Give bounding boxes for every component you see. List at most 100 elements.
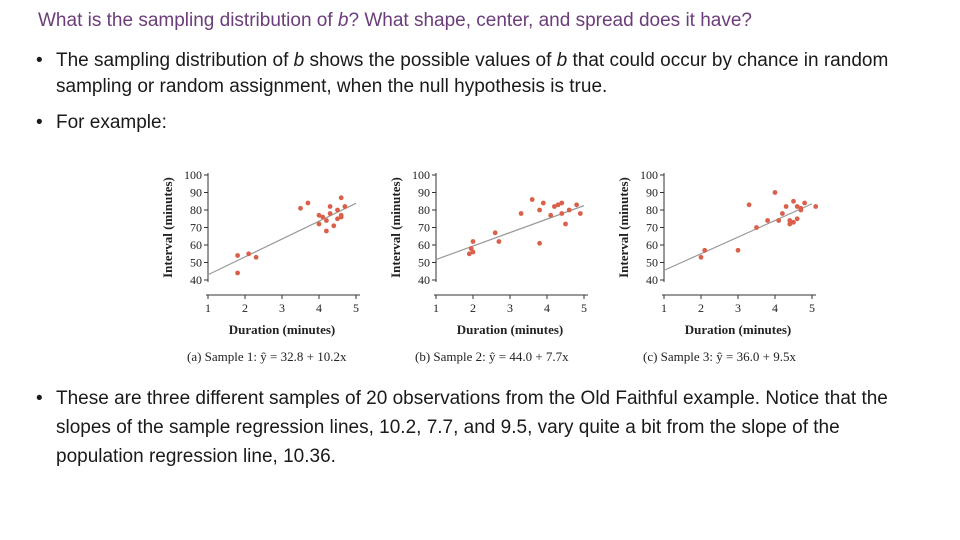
y-tick-label: 60	[190, 238, 202, 252]
data-point	[791, 198, 796, 204]
data-point	[338, 195, 344, 201]
x-tick-label: 1	[661, 301, 667, 315]
data-point	[772, 190, 778, 195]
data-point	[305, 200, 311, 206]
y-tick-label: 40	[418, 273, 430, 287]
data-point	[540, 200, 546, 206]
y-tick-label: 90	[646, 186, 658, 200]
x-axis-title: Duration (minutes)	[457, 322, 564, 337]
y-tick-label: 70	[190, 221, 202, 235]
data-point	[702, 247, 708, 253]
data-point	[235, 270, 240, 276]
y-axis-title: Interval (minutes)	[160, 177, 175, 278]
data-point	[316, 212, 322, 218]
sample-caption: (b) Sample 2: ŷ = 44.0 + 7.7x	[415, 349, 569, 364]
bullet1-variable-b-1: b	[293, 50, 305, 71]
y-axis-title: Interval (minutes)	[616, 177, 631, 278]
x-tick-label: 3	[735, 301, 741, 315]
y-tick-label: 70	[418, 221, 430, 235]
data-point	[813, 204, 819, 209]
data-point	[537, 207, 542, 213]
data-point	[566, 207, 572, 213]
y-tick-label: 40	[190, 273, 202, 287]
data-point	[335, 207, 340, 213]
data-point	[466, 251, 472, 257]
bullet1-text-2: shows the possible values of	[304, 50, 557, 71]
data-point	[496, 239, 502, 244]
data-point	[518, 211, 524, 216]
x-tick-label: 5	[581, 301, 587, 315]
x-tick-label: 2	[242, 301, 248, 315]
y-tick-label: 100	[412, 168, 430, 182]
x-tick-label: 2	[470, 301, 476, 315]
data-point	[574, 202, 579, 208]
data-point	[342, 204, 348, 209]
scatter-panel-2: 100 90 80 70 60 50 401 2 3 4 5 Duration (minutes) In…	[388, 168, 588, 364]
data-point	[335, 216, 340, 222]
data-point	[787, 221, 793, 227]
y-tick-label: 50	[646, 256, 658, 270]
x-tick-label: 4	[772, 301, 778, 315]
data-point	[559, 211, 565, 216]
data-point	[794, 216, 800, 222]
data-point	[563, 221, 568, 227]
data-point	[324, 218, 329, 223]
data-point	[246, 251, 252, 257]
x-tick-label: 5	[809, 301, 815, 315]
x-tick-label: 1	[205, 301, 211, 315]
y-tick-label: 60	[418, 238, 430, 252]
x-tick-label: 5	[353, 301, 359, 315]
regression-line	[663, 203, 813, 271]
data-point	[298, 205, 303, 211]
y-tick-label: 50	[418, 256, 430, 270]
title-text-2: ? What shape, center, and spread does it…	[348, 10, 753, 31]
data-point	[324, 228, 329, 234]
data-point	[787, 218, 793, 223]
bullet2-text: For example:	[56, 112, 167, 133]
x-tick-label: 4	[316, 301, 322, 315]
title-variable-b: b	[337, 10, 349, 31]
regression-line	[207, 202, 357, 276]
y-tick-label: 80	[190, 203, 202, 217]
data-point	[765, 218, 770, 223]
data-point	[327, 211, 333, 216]
data-point	[327, 204, 333, 209]
data-point	[470, 239, 476, 244]
bullet-sampling-distribution: • The sampling distribution of b shows th…	[36, 48, 946, 100]
slide-title: What is the sampling distribution of b? …	[38, 10, 752, 32]
data-point	[776, 218, 782, 223]
regression-line	[435, 205, 585, 261]
data-point	[529, 197, 535, 202]
data-point	[754, 225, 759, 230]
x-tick-label: 3	[279, 301, 285, 315]
data-point	[320, 214, 326, 220]
y-tick-label: 70	[646, 221, 658, 235]
bullet1-variable-b-2: b	[556, 50, 568, 71]
data-point	[577, 211, 583, 216]
data-point	[235, 253, 240, 258]
data-point	[537, 240, 542, 246]
y-tick-label: 100	[184, 168, 202, 182]
bullet-for-example: • For example:	[36, 110, 356, 136]
data-point	[794, 204, 800, 209]
title-text-1: What is the sampling distribution of	[38, 10, 338, 31]
data-point	[552, 204, 557, 209]
scatter-panel-3: 100 90 80 70 60 50 401 2 3 4 5 Duration (minutes) In…	[616, 168, 819, 364]
data-point	[783, 204, 789, 209]
y-tick-label: 40	[646, 273, 658, 287]
x-tick-label: 3	[507, 301, 513, 315]
data-point	[798, 205, 804, 211]
data-point	[253, 254, 259, 260]
x-axis-title: Duration (minutes)	[685, 322, 792, 337]
data-point	[316, 221, 322, 227]
y-tick-label: 80	[418, 203, 430, 217]
x-tick-label: 2	[698, 301, 704, 315]
data-point	[791, 219, 796, 225]
bullet-dot: •	[36, 50, 43, 71]
sample-caption: (c) Sample 3: ŷ = 36.0 + 9.5x	[643, 349, 796, 364]
bullet-dot: •	[36, 388, 43, 409]
data-point	[735, 247, 741, 253]
y-tick-label: 50	[190, 256, 202, 270]
y-tick-label: 90	[418, 186, 430, 200]
